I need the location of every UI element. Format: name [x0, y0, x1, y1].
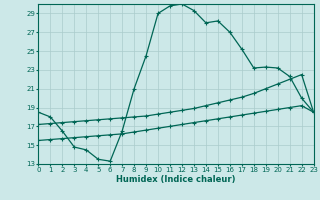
X-axis label: Humidex (Indice chaleur): Humidex (Indice chaleur) [116, 175, 236, 184]
